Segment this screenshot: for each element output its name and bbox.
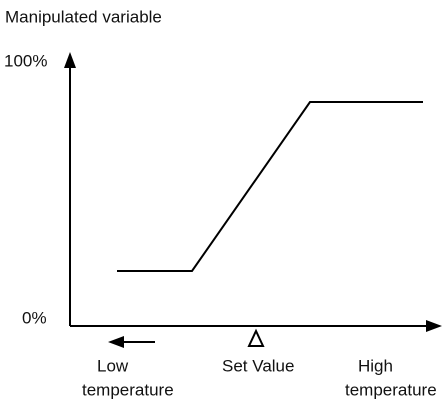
- set-value-label: Set Value: [222, 356, 294, 375]
- low-label: Low: [97, 356, 129, 375]
- x-axis-arrow: [426, 320, 442, 332]
- title: Manipulated variable: [5, 7, 162, 26]
- y-axis-arrow: [64, 52, 76, 68]
- high-label: temperature: [345, 380, 437, 399]
- y-top-label: 100%: [4, 51, 47, 70]
- set-value-marker: [247, 328, 265, 347]
- y-bottom-label: 0%: [22, 308, 47, 327]
- low-arrow-head: [108, 336, 124, 348]
- high-label: High: [358, 356, 393, 375]
- low-label: temperature: [82, 380, 174, 399]
- characteristic-line: [117, 101, 423, 272]
